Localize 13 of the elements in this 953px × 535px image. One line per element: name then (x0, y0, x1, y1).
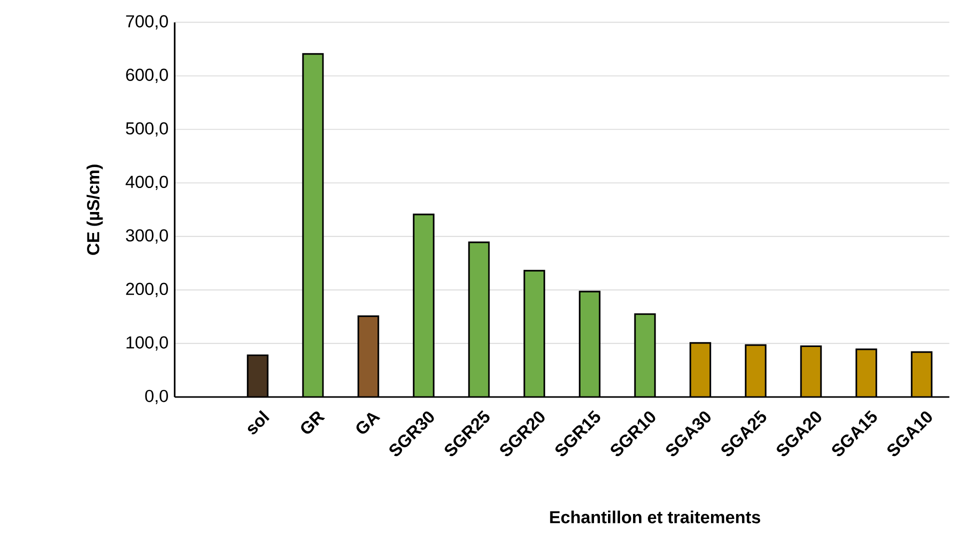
y-tick-label: 600,0 (126, 68, 168, 84)
x-axis-title: Echantillon et traitements (550, 510, 760, 524)
x-tick-label: GA (356, 412, 380, 434)
y-tick-label: 500,0 (126, 122, 168, 137)
x-tick-label: GR (301, 412, 326, 434)
y-axis-title: CE (µS/cm) (86, 164, 103, 255)
y-tick-label: 200,0 (126, 282, 168, 298)
y-tick-label: 0,0 (145, 390, 168, 404)
y-tick-label: 400,0 (126, 176, 168, 190)
x-tick-label: sol (248, 410, 270, 434)
y-tick-label: 300,0 (126, 229, 168, 244)
y-tick-label: 700,0 (126, 15, 168, 30)
y-tick-label: 100,0 (126, 336, 168, 351)
